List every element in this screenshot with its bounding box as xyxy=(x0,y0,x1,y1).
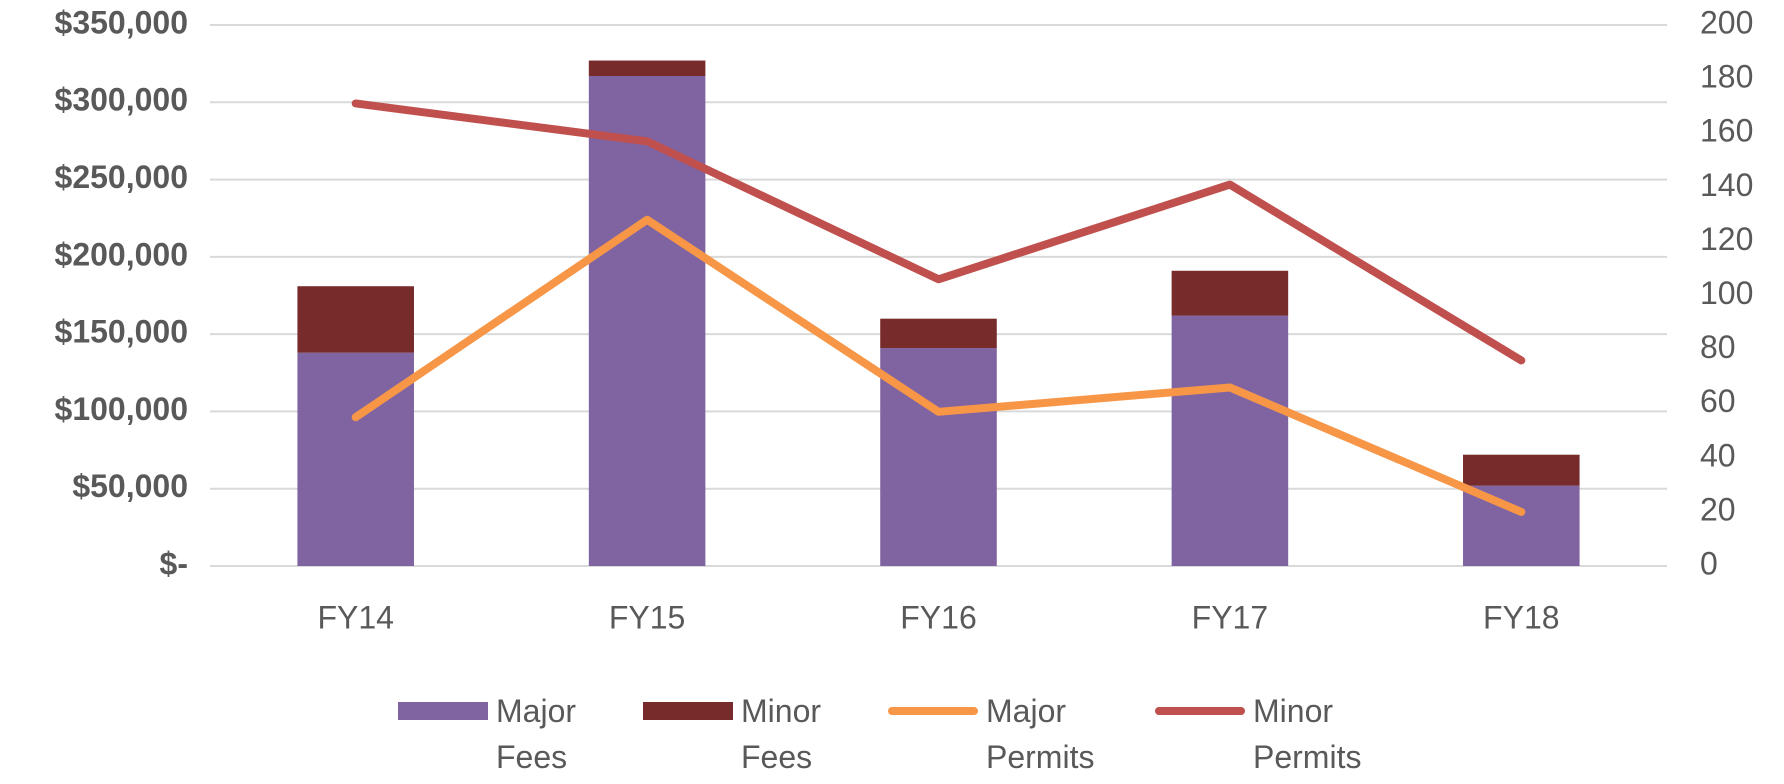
line-series xyxy=(351,215,1526,516)
x-tick-label: FY17 xyxy=(1192,599,1268,635)
y2-tick-label: 200 xyxy=(1700,4,1753,40)
legend-item: Major Fees xyxy=(398,688,621,780)
bar xyxy=(297,352,414,566)
y2-tick-label: 180 xyxy=(1700,59,1753,95)
y-tick-label: $50,000 xyxy=(72,468,188,504)
bar xyxy=(1171,315,1289,566)
legend-swatch xyxy=(398,702,488,720)
y2-tick-label: 160 xyxy=(1700,113,1753,149)
y2-tick-label: 100 xyxy=(1700,275,1753,311)
bar xyxy=(297,286,414,353)
x-tick-label: FY14 xyxy=(317,599,393,635)
legend-swatch xyxy=(888,707,978,715)
y2-tick-label: 60 xyxy=(1700,383,1736,419)
y-tick-label: $350,000 xyxy=(55,4,188,40)
legend-swatch xyxy=(643,702,733,720)
x-tick-label: FY15 xyxy=(609,599,685,635)
legend-label: Minor Fees xyxy=(741,693,822,775)
y-tick-label: $250,000 xyxy=(55,159,188,195)
legend-label: Minor Permits xyxy=(1253,693,1362,775)
y2-tick-label: 120 xyxy=(1700,221,1753,257)
legend-swatch xyxy=(1155,707,1245,715)
y2-tick-label: 140 xyxy=(1700,167,1753,203)
bar xyxy=(588,60,706,77)
y-tick-label: $300,000 xyxy=(55,82,188,118)
y2-tick-label: 0 xyxy=(1700,545,1718,581)
bar xyxy=(880,318,997,349)
y2-tick-label: 40 xyxy=(1700,437,1736,473)
y-tick-label: $200,000 xyxy=(55,236,188,272)
legend-item: Minor Permits xyxy=(1155,688,1378,780)
x-tick-label: FY18 xyxy=(1483,599,1559,635)
y2-tick-label: 20 xyxy=(1700,491,1736,527)
bar xyxy=(1171,270,1289,316)
y-tick-label: $100,000 xyxy=(55,391,188,427)
y2-tick-label: 80 xyxy=(1700,329,1736,365)
x-tick-label: FY16 xyxy=(900,599,976,635)
legend-item: Minor Fees xyxy=(643,688,866,780)
legend-label: Major Fees xyxy=(496,693,577,775)
bar xyxy=(588,76,706,566)
line-series xyxy=(351,99,1526,365)
y-tick-label: $150,000 xyxy=(55,314,188,350)
y-tick-label: $- xyxy=(160,545,188,581)
legend-item: Major Permits xyxy=(888,688,1111,780)
legend-label: Major Permits xyxy=(986,693,1095,775)
bar xyxy=(1463,454,1580,486)
